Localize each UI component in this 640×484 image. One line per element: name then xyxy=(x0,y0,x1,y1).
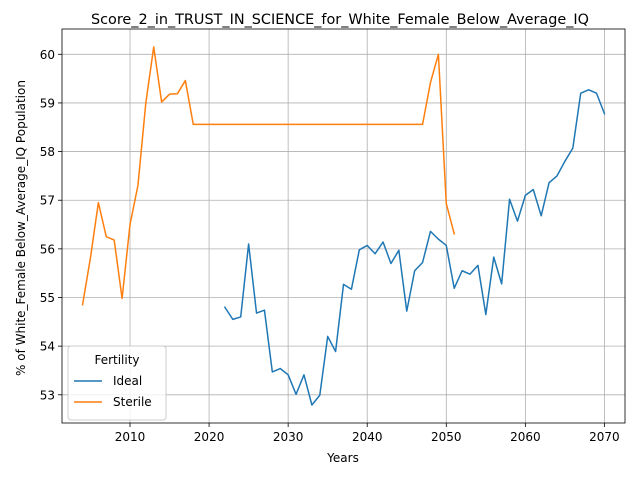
y-tick-label: 56 xyxy=(40,242,55,256)
y-tick-label: 54 xyxy=(40,340,55,354)
legend: Fertility Ideal Sterile xyxy=(67,345,167,421)
legend-label-ideal: Ideal xyxy=(113,374,142,388)
y-tick-label: 57 xyxy=(40,194,55,208)
legend-label-sterile: Sterile xyxy=(113,395,152,409)
chart-title: Score_2_in_TRUST_IN_SCIENCE_for_White_Fe… xyxy=(91,12,589,28)
series-line-ideal xyxy=(223,89,606,406)
legend-title: Fertility xyxy=(94,353,139,367)
series-lines xyxy=(81,46,606,406)
x-tick-label: 2060 xyxy=(510,430,541,444)
y-axis-label: % of White_Female Below_Average_IQ Popul… xyxy=(14,80,28,376)
x-tick-label: 2050 xyxy=(431,430,462,444)
x-tick-label: 2010 xyxy=(115,430,146,444)
x-tick-label: 2030 xyxy=(273,430,304,444)
y-tick-label: 60 xyxy=(40,48,55,62)
x-tick-label: 2040 xyxy=(352,430,383,444)
y-tick-label: 59 xyxy=(40,96,55,110)
x-tick-label: 2020 xyxy=(194,430,225,444)
axis-ticks: 2010 2020 2030 2040 2050 2060 2070 53 54 55 56 57 58… xyxy=(40,48,620,444)
y-tick-label: 55 xyxy=(40,291,55,305)
series-line-sterile xyxy=(81,46,456,306)
y-tick-label: 58 xyxy=(40,145,55,159)
y-tick-label: 53 xyxy=(40,388,55,402)
plot-frame xyxy=(61,28,626,424)
x-axis-label: Years xyxy=(326,451,359,465)
x-tick-label: 2070 xyxy=(589,430,620,444)
